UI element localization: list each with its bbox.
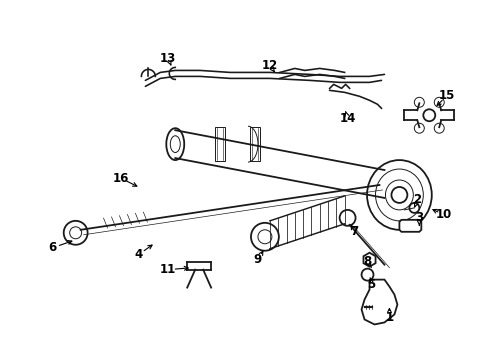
Text: 11: 11 [160, 263, 176, 276]
Text: 8: 8 [364, 255, 371, 268]
Text: 14: 14 [340, 112, 356, 125]
Ellipse shape [375, 169, 423, 221]
Ellipse shape [367, 160, 432, 230]
Circle shape [340, 210, 356, 226]
Bar [250, 127, 260, 161]
Circle shape [434, 97, 444, 107]
Text: 1: 1 [385, 311, 393, 324]
Text: 12: 12 [262, 59, 278, 72]
Text: 10: 10 [436, 208, 452, 221]
Polygon shape [362, 280, 397, 324]
Circle shape [64, 221, 88, 245]
Text: 3: 3 [415, 211, 423, 224]
Circle shape [415, 97, 424, 107]
Ellipse shape [166, 128, 184, 160]
Circle shape [392, 187, 407, 203]
Circle shape [423, 109, 435, 121]
Text: 7: 7 [350, 225, 359, 238]
Text: 13: 13 [160, 52, 176, 65]
Circle shape [70, 227, 82, 239]
Text: 5: 5 [368, 278, 376, 291]
Circle shape [362, 269, 373, 280]
Text: 6: 6 [49, 241, 57, 254]
Text: 2: 2 [413, 193, 421, 206]
Circle shape [434, 123, 444, 133]
Text: 4: 4 [134, 248, 143, 261]
Ellipse shape [171, 136, 180, 153]
Polygon shape [399, 220, 421, 232]
Ellipse shape [386, 180, 414, 210]
Bar [215, 127, 225, 161]
Text: 16: 16 [112, 171, 129, 185]
Circle shape [251, 223, 279, 251]
Text: 15: 15 [439, 89, 455, 102]
Circle shape [409, 203, 419, 213]
Circle shape [258, 230, 272, 244]
Text: 9: 9 [254, 253, 262, 266]
Circle shape [415, 123, 424, 133]
